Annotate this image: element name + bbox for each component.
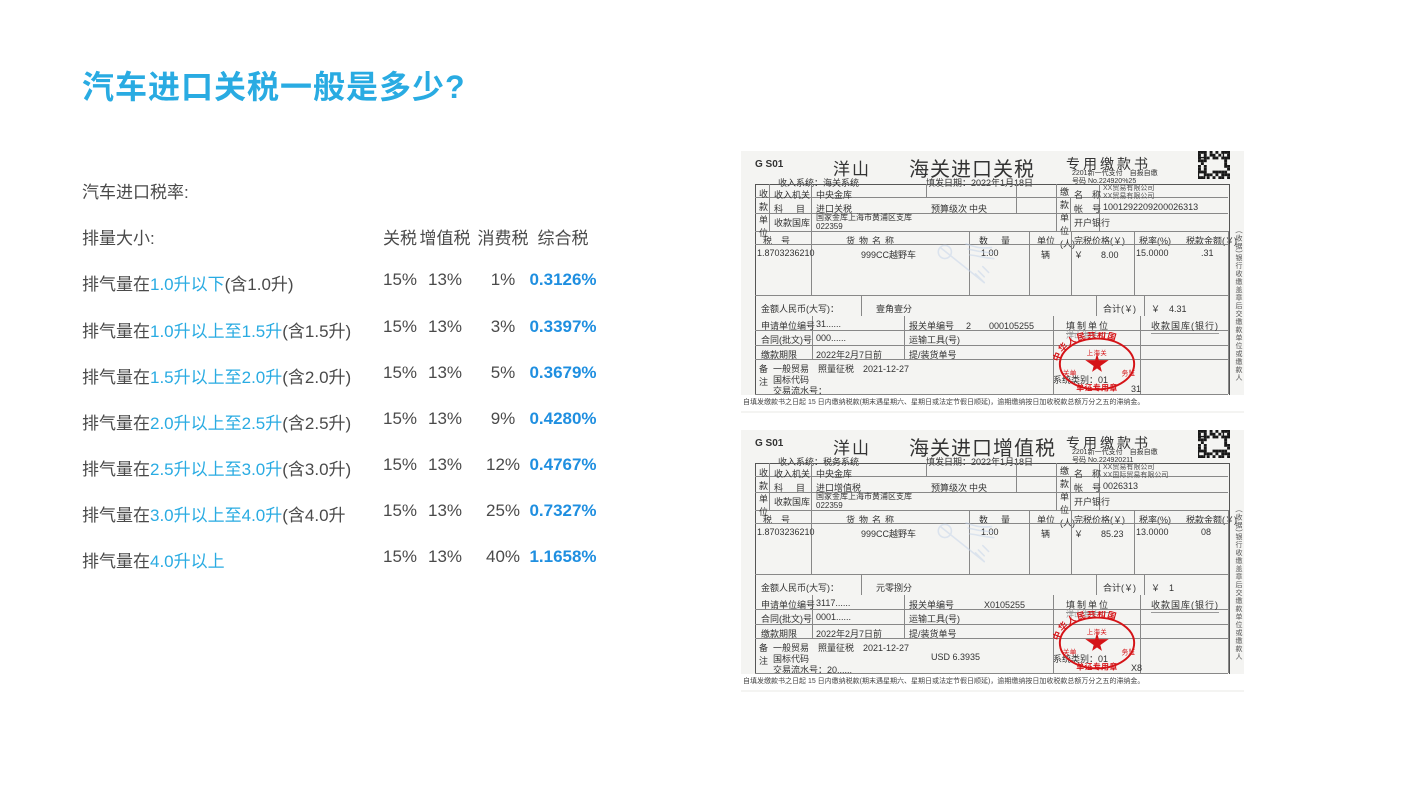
svg-text:单证专用章: 单证专用章 <box>1076 382 1118 392</box>
svg-text:关单: 关单 <box>1063 368 1077 377</box>
svg-text:务监: 务监 <box>1121 368 1135 377</box>
svg-text:中华人民共和国: 中华人民共和国 <box>1053 611 1118 642</box>
svg-text:中华人民共和国: 中华人民共和国 <box>1053 332 1118 363</box>
svg-text:关单: 关单 <box>1063 647 1077 656</box>
svg-text:务监: 务监 <box>1121 647 1135 656</box>
svg-text:单证专用章: 单证专用章 <box>1076 661 1118 671</box>
